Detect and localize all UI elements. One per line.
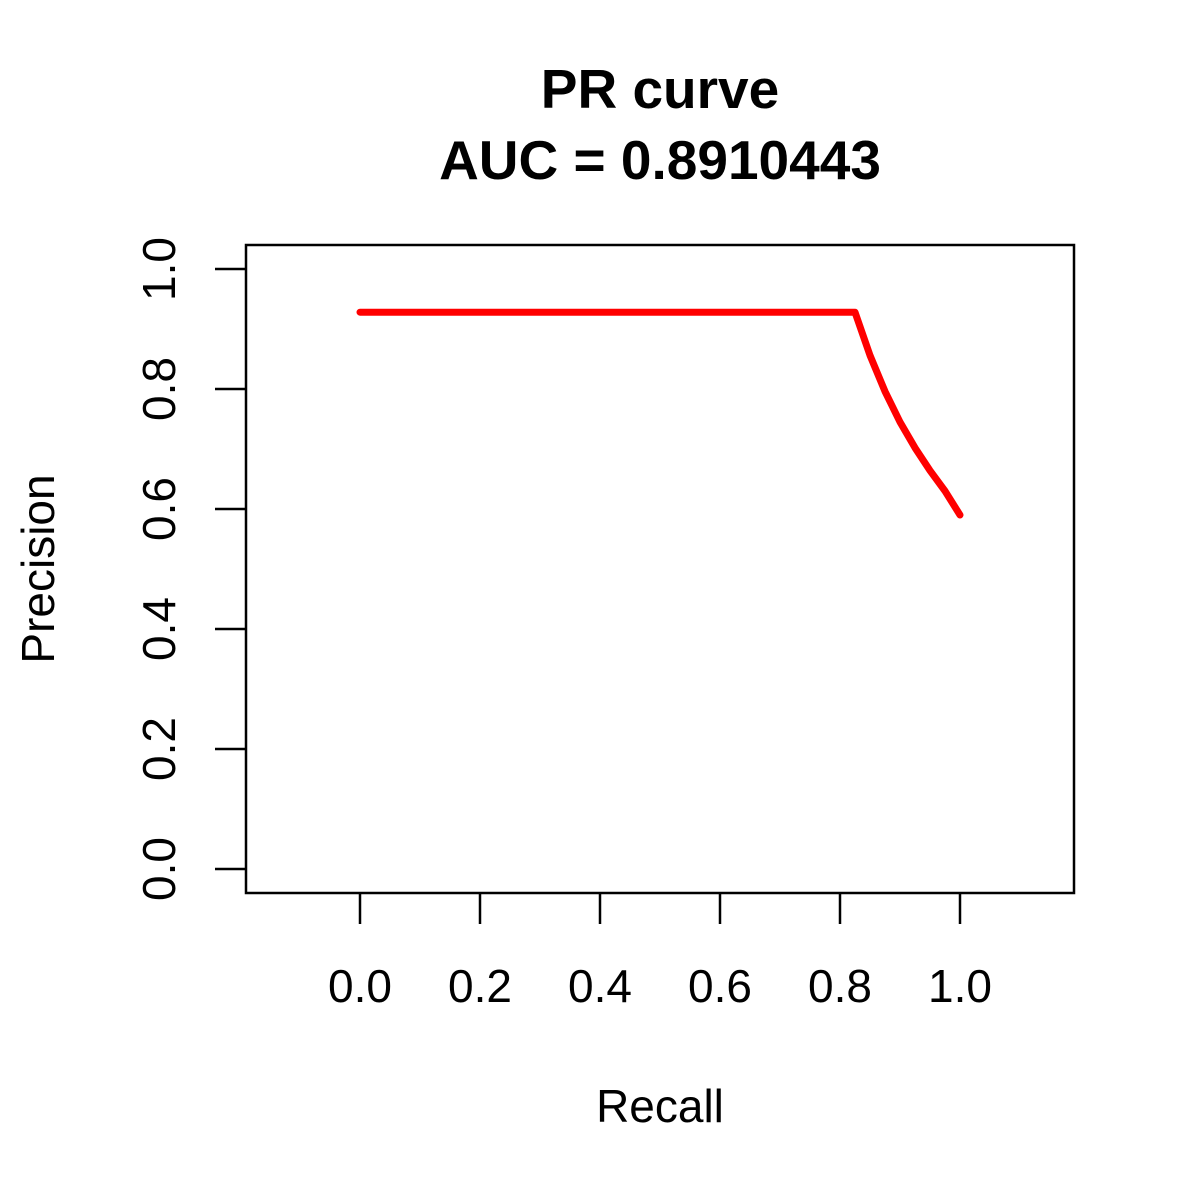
- x-axis: 0.0 0.2 0.4 0.6 0.8 1.0: [328, 893, 992, 1012]
- x-tick-label: 0.0: [328, 960, 392, 1012]
- y-tick-label: 0.2: [133, 717, 185, 781]
- y-axis: 0.0 0.2 0.4 0.6 0.8 1.0: [133, 237, 246, 901]
- x-axis-title: Recall: [596, 1080, 724, 1132]
- x-tick-label: 1.0: [928, 960, 992, 1012]
- y-axis-title: Precision: [12, 474, 64, 663]
- series-layer: [356, 308, 964, 519]
- plot-frame: [244, 243, 1076, 895]
- y-tick-label: 0.6: [133, 477, 185, 541]
- chart-title: PR curve: [541, 58, 779, 120]
- y-tick-label: 0.8: [133, 357, 185, 421]
- x-tick-label: 0.2: [448, 960, 512, 1012]
- chart-subtitle: AUC = 0.8910443: [439, 129, 881, 191]
- y-tick-label: 0.0: [133, 837, 185, 901]
- y-tick-label: 1.0: [133, 237, 185, 301]
- pr-curve-line: [356, 308, 964, 519]
- x-tick-label: 0.6: [688, 960, 752, 1012]
- x-tick-label: 0.4: [568, 960, 632, 1012]
- y-tick-label: 0.4: [133, 597, 185, 661]
- x-tick-label: 0.8: [808, 960, 872, 1012]
